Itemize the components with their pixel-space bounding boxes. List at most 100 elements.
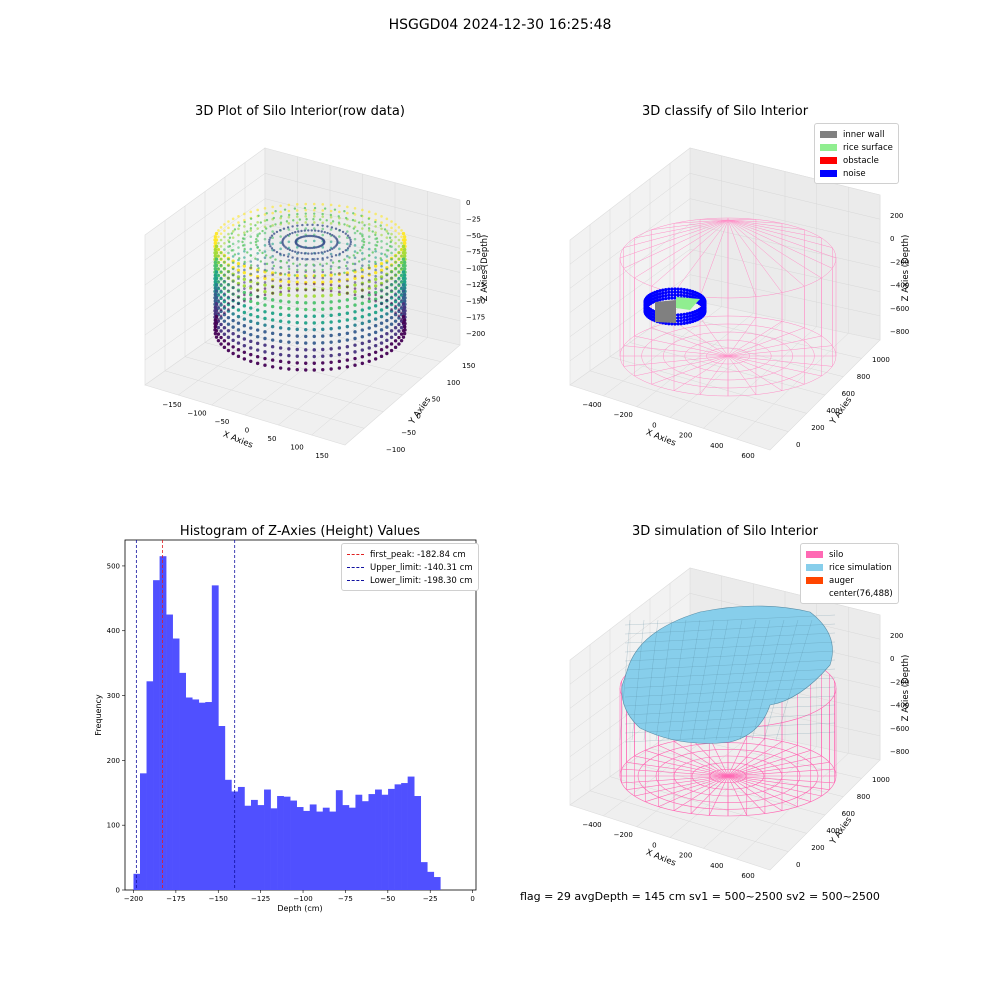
raw-point xyxy=(312,288,316,292)
sim-ztick-label: 200 xyxy=(890,632,903,640)
raw-point xyxy=(227,257,230,261)
raw-point xyxy=(311,234,314,238)
raw-point xyxy=(401,276,406,280)
raw-point xyxy=(263,213,267,216)
raw-point xyxy=(348,236,351,239)
raw-point xyxy=(296,257,299,260)
silo-roof-spoke xyxy=(727,219,833,248)
raw-point xyxy=(243,220,246,224)
raw-point xyxy=(321,354,325,358)
raw-point xyxy=(312,208,316,212)
noise-point xyxy=(682,291,686,295)
raw-point xyxy=(402,247,407,252)
raw-point xyxy=(304,294,308,298)
raw-point xyxy=(213,235,218,239)
raw-point xyxy=(255,348,260,352)
raw-point xyxy=(275,230,279,234)
raw-point xyxy=(357,221,361,224)
rice-mesh-line xyxy=(624,722,836,734)
raw-point xyxy=(389,342,394,346)
hist-bar xyxy=(355,794,363,890)
silo-floor-spoke xyxy=(623,355,729,367)
raw-point xyxy=(291,256,294,259)
raw-point xyxy=(236,261,241,266)
raw-point xyxy=(338,229,341,232)
raw-point xyxy=(219,270,223,273)
hist-bar xyxy=(264,789,271,890)
raw-point xyxy=(390,283,393,286)
raw-point xyxy=(306,246,309,250)
raw-point xyxy=(263,330,267,334)
silo-floor-spoke xyxy=(699,317,729,357)
sim-xtick-label: −400 xyxy=(582,821,601,829)
hist-bar xyxy=(270,808,278,890)
raw-point xyxy=(380,215,383,218)
raw-point xyxy=(237,239,240,243)
raw-point xyxy=(271,236,274,240)
hist-bar xyxy=(427,871,435,890)
raw-point xyxy=(231,261,235,264)
noise-point xyxy=(667,293,671,297)
raw-point xyxy=(367,227,371,230)
raw-point xyxy=(271,254,274,258)
silo-floor-spoke xyxy=(727,321,783,357)
raw-point xyxy=(400,311,403,315)
raw-point xyxy=(323,231,326,234)
raw-point xyxy=(374,268,377,272)
raw-point xyxy=(249,359,253,363)
sim-silo-floor-spoke xyxy=(645,750,729,777)
raw-point xyxy=(306,234,309,238)
noise-point xyxy=(661,291,665,295)
raw-point xyxy=(359,249,362,252)
raw-point xyxy=(353,225,357,229)
raw-point xyxy=(263,296,267,301)
noise-point xyxy=(685,321,689,325)
raw-point xyxy=(214,263,219,268)
raw-ztick-label: 0 xyxy=(466,199,470,207)
raw-point xyxy=(353,237,357,241)
classify-ytick-label: 600 xyxy=(842,390,855,398)
hist-bar xyxy=(394,784,402,890)
raw-point xyxy=(367,306,371,310)
raw-point xyxy=(353,290,357,294)
raw-point xyxy=(353,323,357,327)
raw-point xyxy=(249,260,253,263)
raw-point xyxy=(214,251,219,255)
hist-xlabel: Depth (cm) xyxy=(277,904,322,913)
raw-point xyxy=(304,215,308,218)
raw-point xyxy=(286,226,290,229)
raw-point xyxy=(243,218,246,222)
legend-item-noise: noise xyxy=(820,167,893,180)
raw-point xyxy=(219,238,223,242)
raw-point xyxy=(321,246,325,249)
raw-point xyxy=(265,262,269,266)
hist-bar xyxy=(277,796,284,890)
noise-point xyxy=(661,294,665,298)
raw-point xyxy=(367,326,371,330)
raw-point xyxy=(357,260,361,263)
noise-point xyxy=(691,319,695,324)
simulation-plot-title: 3D simulation of Silo Interior xyxy=(632,524,818,539)
raw-point xyxy=(217,267,220,270)
raw-ytick-label: −50 xyxy=(401,429,416,437)
raw-point xyxy=(295,221,299,225)
raw-point xyxy=(273,249,276,252)
raw-point xyxy=(390,232,393,236)
hist-bar xyxy=(146,681,154,890)
histogram-legend: first_peak: -182.84 cm Upper_limit: -140… xyxy=(341,543,479,591)
raw-point xyxy=(346,230,349,233)
raw-point xyxy=(219,283,223,286)
classify-ytick-label: 1000 xyxy=(872,356,890,364)
raw-point xyxy=(361,208,364,212)
raw-point xyxy=(226,329,231,333)
raw-point xyxy=(219,232,223,235)
raw-point xyxy=(238,224,241,227)
raw-ylabel: Y Axies xyxy=(407,395,434,427)
raw-point xyxy=(237,221,240,224)
raw-point xyxy=(361,258,364,261)
hist-bar xyxy=(244,805,252,890)
raw-point xyxy=(312,354,316,359)
raw-point xyxy=(304,235,307,238)
raw-point xyxy=(373,310,378,315)
raw-point xyxy=(326,225,329,228)
